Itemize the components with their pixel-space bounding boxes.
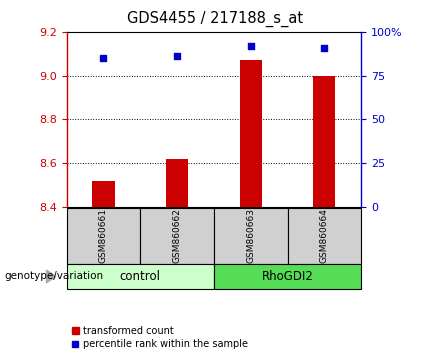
Point [247, 43, 254, 49]
Text: GSM860662: GSM860662 [172, 208, 181, 263]
Text: RhoGDI2: RhoGDI2 [261, 270, 313, 283]
Bar [288, 208, 361, 264]
Bar [67, 264, 214, 289]
Bar [67, 208, 140, 264]
Point [100, 55, 107, 61]
Bar [140, 208, 214, 264]
Text: genotype/variation: genotype/variation [4, 272, 104, 281]
Bar [240, 60, 262, 207]
Legend: transformed count, percentile rank within the sample: transformed count, percentile rank withi… [71, 326, 248, 349]
Bar [313, 76, 335, 207]
Bar [214, 264, 361, 289]
Point [321, 45, 328, 51]
Text: GDS4455 / 217188_s_at: GDS4455 / 217188_s_at [127, 11, 303, 27]
Polygon shape [46, 270, 56, 283]
Text: GSM860663: GSM860663 [246, 208, 255, 263]
Text: control: control [120, 270, 161, 283]
Text: GSM860661: GSM860661 [99, 208, 108, 263]
Point [174, 53, 181, 59]
Text: GSM860664: GSM860664 [320, 208, 329, 263]
Bar [92, 181, 114, 207]
Bar [166, 159, 188, 207]
Bar [214, 208, 288, 264]
